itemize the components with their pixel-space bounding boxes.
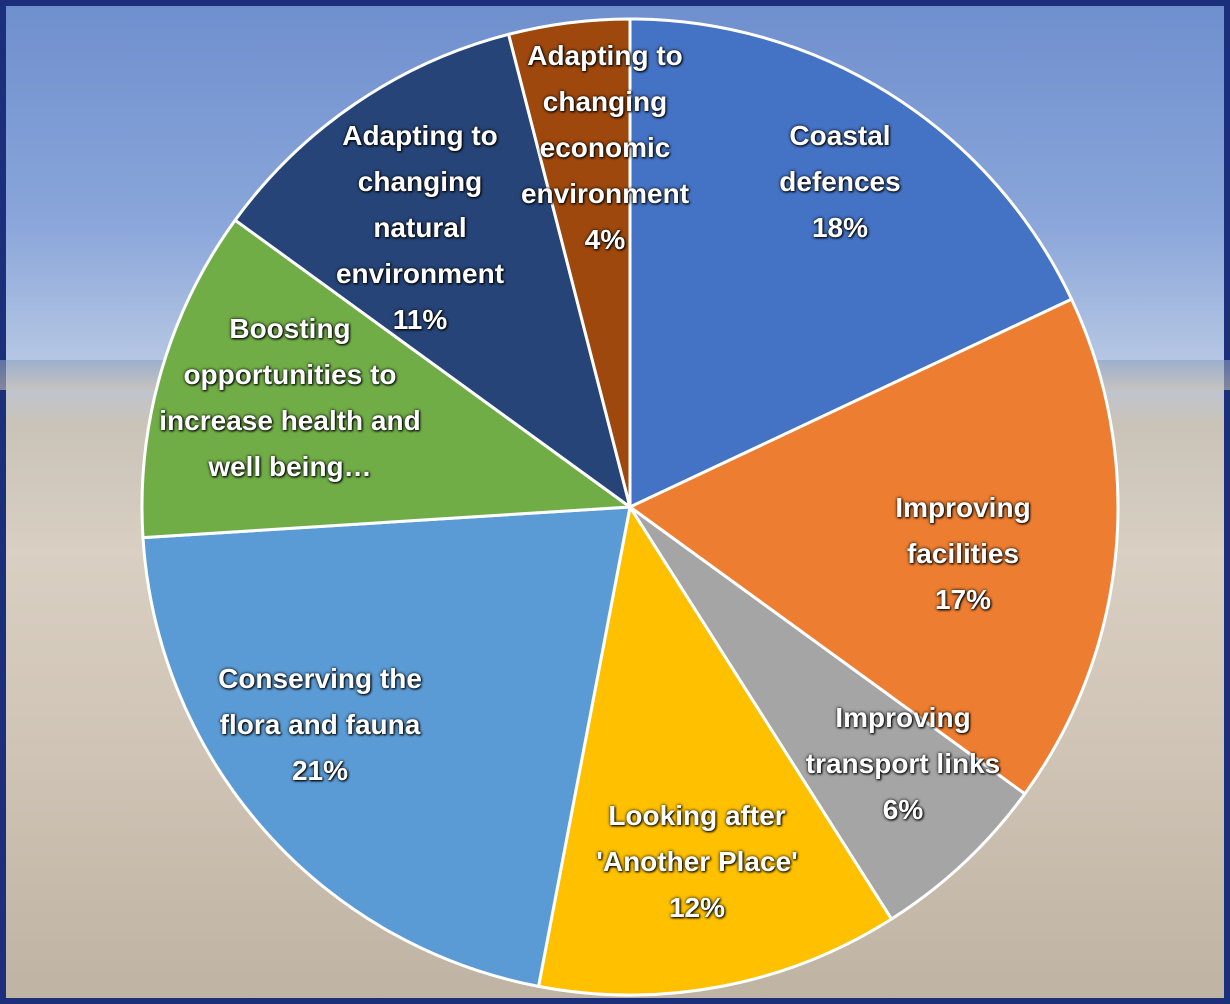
slice-label: Looking after 'Another Place' 12% (582, 793, 812, 931)
category-label: Conserving the flora and fauna (218, 663, 422, 740)
pie-slice (233, 32, 633, 511)
slice-label: Adapting to changing economic environmen… (505, 33, 705, 263)
category-label: Improving transport links (805, 702, 1001, 779)
slice-label: Improving facilities 17% (853, 485, 1073, 623)
value-label: 17% (934, 584, 992, 615)
pie-slice (506, 17, 632, 508)
slice-label: Conserving the flora and fauna 21% (200, 656, 440, 794)
pie-slice (140, 218, 635, 540)
value-label: 21% (291, 755, 349, 786)
value-label: 11% (392, 304, 448, 335)
slice-label: Adapting to changing natural environment… (310, 113, 530, 343)
pie-slice (141, 505, 632, 989)
pie-slice (627, 297, 1120, 796)
category-label: Looking after 'Another Place' (596, 800, 798, 877)
category-label: Adapting to changing natural environment (335, 120, 505, 289)
pie-slice (536, 502, 894, 997)
value-label: 12% (668, 892, 726, 923)
slice-label: Boosting opportunities to increase healt… (145, 306, 435, 490)
slice-label: Coastal defences 18% (735, 113, 945, 251)
value-label: 18% (811, 212, 869, 243)
category-label: Adapting to changing economic environmen… (520, 40, 690, 209)
value-label: 6% (882, 794, 924, 825)
category-label: Improving facilities (895, 492, 1031, 569)
category-label: Boosting opportunities to increase healt… (159, 313, 421, 482)
pie-slice (628, 505, 1027, 922)
value-label: 4% (584, 224, 626, 255)
slice-label: Improving transport links 6% (773, 695, 1033, 833)
pie-slice (628, 17, 1074, 510)
category-label: Coastal defences (779, 120, 901, 197)
